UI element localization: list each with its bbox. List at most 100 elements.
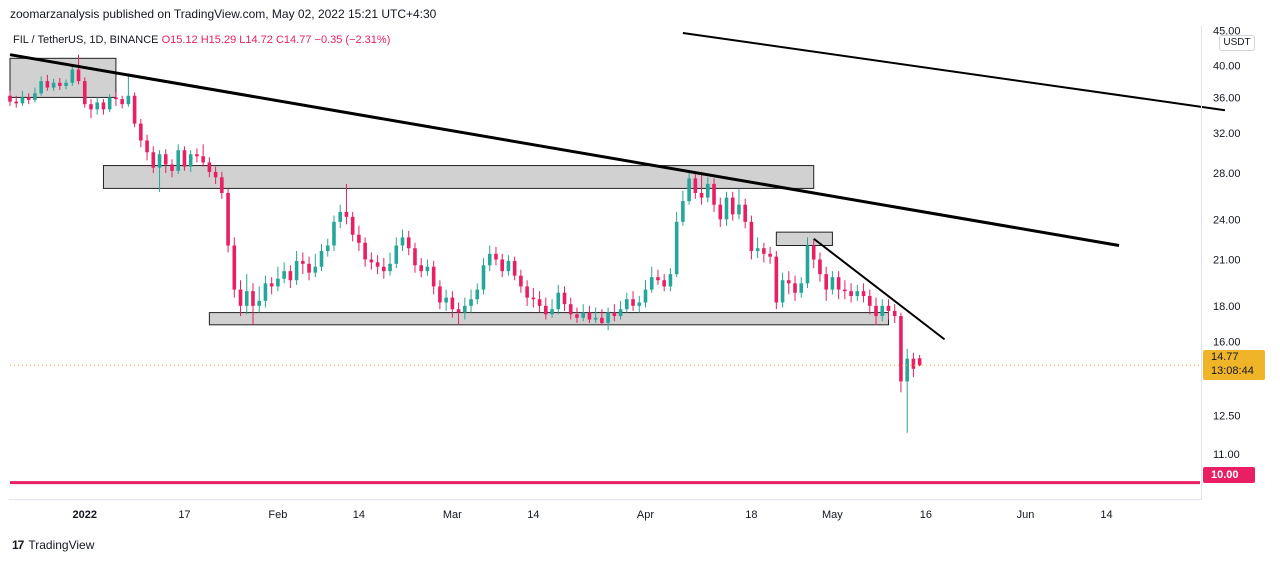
candle-body (762, 248, 766, 254)
candle-body (855, 291, 860, 296)
candle-body (799, 283, 804, 293)
candle-body (363, 242, 367, 260)
candle-body (730, 197, 735, 215)
candle-body (126, 95, 131, 105)
y-tick-label: 45.00 (1213, 25, 1241, 37)
candle-body (843, 289, 847, 292)
currency-button[interactable]: USDT (1219, 35, 1255, 51)
price-axis: 45.00 40.00 36.00 32.00 28.00 24.00 21.00 18.00… (1213, 25, 1241, 461)
candle-body (805, 245, 810, 284)
time-axis: 2022 17 Feb 14 Mar 14 Apr 18 May 16 Jun 14 (73, 509, 1113, 521)
candle-body (89, 104, 93, 110)
candle-body (139, 123, 143, 141)
candle-body (656, 277, 660, 281)
tradingview-footer[interactable]: 17 TradingView (12, 538, 94, 552)
candle-body (637, 302, 642, 306)
candle-body (45, 81, 50, 88)
candle-body (213, 171, 218, 178)
candle-body (737, 204, 741, 215)
candle-body (625, 299, 629, 310)
candle-body (706, 183, 710, 198)
candle-body (375, 262, 380, 267)
candle-body (8, 95, 12, 102)
candle-body (780, 280, 785, 303)
x-tick-label: 14 (527, 509, 539, 521)
candle-body (294, 260, 299, 281)
candle-body (232, 245, 237, 290)
candle-body (899, 316, 903, 382)
candle-body (481, 265, 486, 290)
candle-body (251, 291, 255, 306)
legend-close: C14.77 (275, 34, 312, 46)
candle-body (475, 289, 480, 300)
candle-body (444, 297, 448, 303)
candle-body (145, 140, 149, 153)
candle-body (269, 283, 274, 287)
candle-body (157, 154, 162, 168)
candle-body (406, 237, 411, 249)
candle-body (338, 211, 343, 222)
candle-body (892, 310, 897, 317)
x-tick-label: Apr (637, 509, 654, 521)
candle-body (606, 312, 610, 324)
candle-body (612, 312, 617, 317)
candle-body (749, 221, 754, 252)
trendline-0 (9, 53, 1120, 247)
candle-body (525, 286, 529, 298)
candle-body (388, 263, 392, 272)
x-tick-label: 17 (178, 509, 190, 521)
candle-body (774, 256, 779, 303)
candle-body (600, 317, 604, 324)
candle-body (195, 154, 199, 157)
candle-body (263, 283, 268, 301)
candle-body (618, 309, 623, 317)
candle-body (793, 283, 797, 293)
symbol-legend: FIL / TetherUS, 1D, BINANCE O15.12 H15.2… (13, 34, 390, 46)
candle-body (593, 317, 598, 320)
candle-body (382, 266, 386, 272)
candle-body (188, 154, 193, 167)
zone-box-0 (9, 57, 117, 98)
candle-body (699, 192, 704, 198)
candle-body (413, 248, 417, 266)
candle-body (575, 314, 579, 318)
candle-body (556, 292, 561, 310)
candle-body (201, 156, 205, 163)
candle-body (425, 266, 430, 272)
candle-body (450, 297, 455, 310)
candle-body (456, 309, 461, 313)
legend-symbol: FIL / TetherUS, 1D, BINANCE (13, 34, 159, 46)
candle-body (20, 97, 25, 104)
y-tick-label: 24.00 (1213, 214, 1241, 226)
x-tick-label: 16 (920, 509, 932, 521)
y-tick-label: 40.00 (1213, 61, 1241, 73)
candle-body (463, 305, 467, 313)
x-tick-label: 18 (745, 509, 757, 521)
candle-body (755, 248, 760, 252)
legend-change: −0.35 (−2.31%) (314, 34, 391, 46)
candle-body (674, 221, 679, 275)
candle-body (911, 358, 916, 369)
tradingview-logo-icon: 17 (12, 538, 24, 552)
candle-body (568, 304, 573, 315)
candle-body (226, 192, 230, 246)
candle-body (64, 82, 68, 86)
y-tick-label: 16.00 (1213, 336, 1241, 348)
candles (8, 54, 922, 433)
candle-body (724, 197, 729, 220)
x-tick-label: Mar (443, 509, 462, 521)
candle-body (693, 178, 698, 193)
candle-body (82, 81, 87, 105)
candle-body (76, 69, 81, 82)
candle-body (830, 277, 835, 290)
candle-body (768, 253, 772, 257)
candle-body (70, 69, 75, 83)
level-price-tag: 10.00 (1203, 467, 1255, 483)
legend-open: O15.12 (161, 34, 198, 46)
y-tick-label: 12.50 (1213, 410, 1241, 422)
candle-body (849, 291, 853, 296)
candle-body (238, 289, 243, 306)
candle-body (350, 216, 355, 235)
current-price-tag: 14.77 13:08:44 (1203, 350, 1265, 380)
